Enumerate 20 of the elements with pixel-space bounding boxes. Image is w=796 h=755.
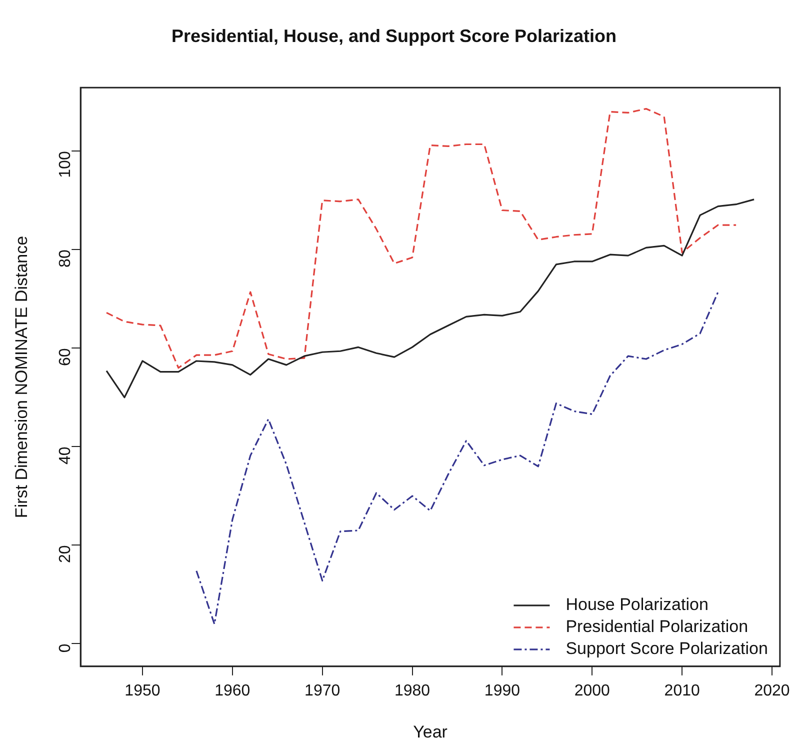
x-tick-label: 2010 — [664, 682, 700, 700]
x-tick-label: 1970 — [304, 682, 340, 700]
x-axis-title: Year — [413, 722, 448, 742]
x-tick-label: 2000 — [574, 682, 610, 700]
y-tick-label: 80 — [57, 250, 74, 268]
legend-label: House Polarization — [566, 595, 708, 614]
y-tick-label: 0 — [57, 644, 74, 653]
x-tick-label: 2020 — [754, 682, 790, 700]
legend-label: Support Score Polarization — [566, 639, 768, 658]
x-tick-label: 1980 — [394, 682, 430, 700]
y-axis-title: First Dimension NOMINATE Distance — [12, 236, 31, 518]
x-tick-label: 1960 — [214, 682, 250, 700]
y-tick-label: 40 — [57, 446, 74, 464]
x-tick-label: 1950 — [124, 682, 160, 700]
y-tick-label: 60 — [57, 348, 74, 366]
x-tick-label: 1990 — [484, 682, 520, 700]
legend-label: Presidential Polarization — [566, 617, 748, 636]
y-tick-label: 100 — [57, 151, 74, 178]
y-tick-label: 20 — [57, 545, 74, 564]
chart-title: Presidential, House, and Support Score Polarization — [171, 26, 617, 46]
